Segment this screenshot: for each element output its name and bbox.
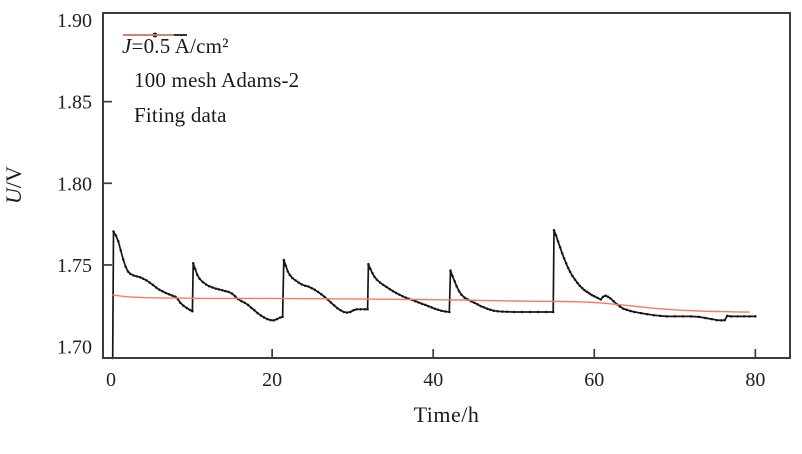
current-density-value: =0.5 A/cm² xyxy=(131,33,229,58)
x-tick-label: 60 xyxy=(584,369,604,391)
voltage-unit: /V xyxy=(1,166,26,189)
series-fitting xyxy=(112,294,750,313)
plot-frame xyxy=(102,12,791,359)
x-tick-label: 0 xyxy=(106,369,116,391)
y-axis-title: U/V xyxy=(1,135,27,235)
legend-label-fitting: Fiting data xyxy=(134,102,227,127)
x-tick-label: 80 xyxy=(745,369,765,391)
series-measured xyxy=(111,229,757,360)
x-axis-title: Time/h xyxy=(413,402,480,427)
legend-label-measured: 100 mesh Adams-2 xyxy=(134,67,300,92)
y-tick-label: 1.75 xyxy=(57,255,92,277)
legend-condition: J=0.5 A/cm² xyxy=(122,30,299,62)
legend-item-fitting: Fiting data xyxy=(122,34,299,132)
y-tick-label: 1.80 xyxy=(57,173,92,195)
current-density-symbol: J xyxy=(122,33,132,58)
y-tick-label: 1.85 xyxy=(57,92,92,114)
legend-item-measured: 100 mesh Adams-2 xyxy=(122,32,300,98)
legend: J=0.5 A/cm² 100 mesh Adams-2 Fiting data xyxy=(122,30,299,132)
x-tick-label: 40 xyxy=(423,369,443,391)
x-tick-label: 20 xyxy=(262,369,282,391)
y-tick-label: 1.90 xyxy=(57,10,92,32)
voltage-symbol: U xyxy=(1,188,26,204)
y-tick-label: 1.70 xyxy=(57,337,92,359)
